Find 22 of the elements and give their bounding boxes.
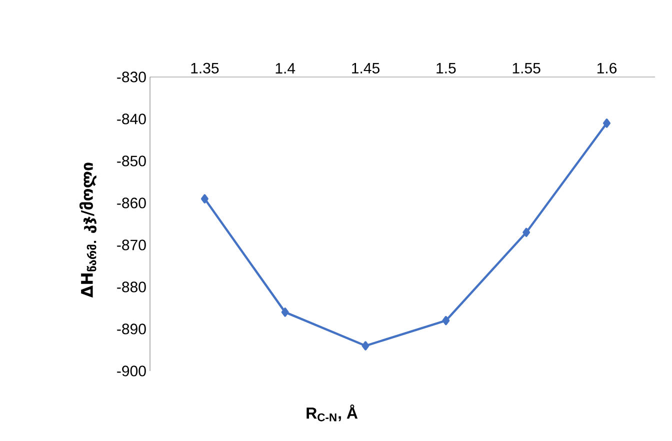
point xyxy=(522,228,530,237)
point xyxy=(442,316,450,326)
y-tick-label: -830 xyxy=(117,72,146,82)
x-tick-label: 1.4 xyxy=(276,63,296,74)
x-tick-label: 1.55 xyxy=(512,62,540,74)
y-tick-label: -860 xyxy=(117,198,146,208)
point xyxy=(200,194,208,204)
y-tick-label: -870 xyxy=(117,240,146,250)
point xyxy=(603,118,610,128)
x-tick-label: 1.6 xyxy=(597,62,617,74)
y-tick-label: -840 xyxy=(117,114,146,124)
x-tick-label: 1.45 xyxy=(352,62,380,74)
y-axis-title: ΔH$_{წარმ.}$ კჯ/მოლი xyxy=(80,162,96,298)
point xyxy=(281,308,289,317)
point xyxy=(362,341,370,350)
y-tick-label: -850 xyxy=(117,156,146,166)
x-tick-label: 1.5 xyxy=(436,62,456,74)
x-tick-label: 1.35 xyxy=(191,62,219,74)
y-tick-label: -880 xyxy=(117,282,146,292)
x-axis-title: R$_{C-N}$, Å xyxy=(306,404,358,422)
y-tick-label: -890 xyxy=(117,324,146,334)
y-tick-label: -900 xyxy=(117,366,146,376)
